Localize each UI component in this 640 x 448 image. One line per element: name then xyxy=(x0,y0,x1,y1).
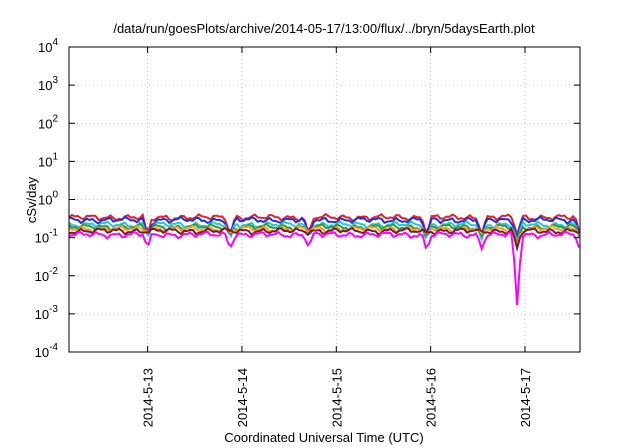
y-tick-label: 102 xyxy=(38,113,58,131)
y-tick-label: 101 xyxy=(38,151,58,169)
series-line xyxy=(68,226,580,253)
series-line xyxy=(68,212,580,239)
series-line xyxy=(68,230,580,306)
x-tick-label: 2014-5-17 xyxy=(518,368,533,427)
x-tick-label: 2014-5-14 xyxy=(235,368,250,427)
y-tick-label: 104 xyxy=(38,37,58,55)
x-tick-label: 2014-5-16 xyxy=(424,368,439,427)
x-axis-label: Coordinated Universal Time (UTC) xyxy=(224,430,423,445)
y-tick-label: 10-4 xyxy=(35,342,59,360)
series-line xyxy=(68,224,580,251)
y-axis-label: cSv/day xyxy=(24,176,39,223)
y-tick-label: 103 xyxy=(38,75,58,93)
y-tick-label: 10-1 xyxy=(35,228,59,246)
y-tick-label: 100 xyxy=(38,190,58,208)
chart-title: /data/run/goesPlots/archive/2014-05-17/1… xyxy=(113,21,535,36)
x-tick-label: 2014-5-15 xyxy=(329,368,344,427)
x-tick-label: 2014-5-13 xyxy=(141,368,156,427)
y-tick-label: 10-3 xyxy=(35,304,59,322)
y-tick-label: 10-2 xyxy=(35,266,59,284)
